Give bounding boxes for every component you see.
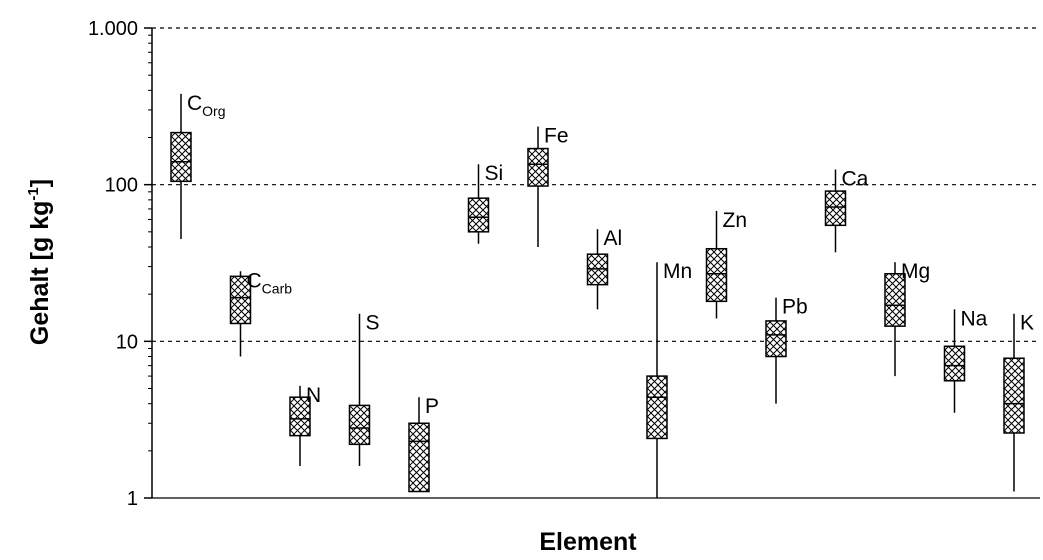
iqr-box xyxy=(170,131,192,183)
iqr-box xyxy=(408,422,430,493)
y-axis-title: Gehalt [g kg-1] xyxy=(25,179,54,345)
box-pb xyxy=(765,297,787,404)
box-ccarb xyxy=(229,271,252,357)
element-label-n: N xyxy=(306,384,321,407)
iqr-box xyxy=(705,247,728,303)
x-axis-title: Element xyxy=(539,528,637,556)
element-label-pb: Pb xyxy=(782,296,808,319)
element-label-si: Si xyxy=(485,162,504,185)
box-corg xyxy=(170,93,192,239)
element-label-mn: Mn xyxy=(663,260,692,283)
box-ca xyxy=(824,169,847,253)
iqr-box xyxy=(467,197,490,233)
element-label-na: Na xyxy=(961,307,988,330)
element-label-k: K xyxy=(1020,312,1034,335)
gridlines xyxy=(152,27,1040,499)
element-label-fe: Fe xyxy=(544,125,569,148)
iqr-box xyxy=(765,320,787,358)
element-label-ccarb: CCarb xyxy=(247,269,293,296)
boxes xyxy=(170,93,1025,498)
box-n xyxy=(289,385,311,467)
iqr-box xyxy=(229,275,252,325)
iqr-box xyxy=(527,147,549,187)
y-tick-label-1: 1 xyxy=(127,488,138,510)
box-s xyxy=(348,313,371,467)
box-fe xyxy=(527,126,549,248)
element-label-s: S xyxy=(366,312,380,335)
y-tick-label-10: 10 xyxy=(116,331,138,353)
element-label-al: Al xyxy=(604,227,623,250)
box-p xyxy=(408,397,430,493)
element-label-zn: Zn xyxy=(723,209,748,232)
y-tick-label-1.000: 1.000 xyxy=(88,18,138,40)
iqr-box xyxy=(646,375,668,440)
iqr-box xyxy=(1003,357,1025,434)
box-al xyxy=(586,229,609,310)
box-zn xyxy=(705,210,728,319)
box-na xyxy=(943,309,966,413)
box-k xyxy=(1003,313,1025,492)
y-tick-label-100: 100 xyxy=(105,175,138,197)
box-mg xyxy=(884,262,906,377)
y-axis: 1 10 100 1.000 xyxy=(88,18,153,510)
box-si xyxy=(467,164,490,244)
iqr-box xyxy=(884,273,906,327)
element-label-corg: COrg xyxy=(187,92,226,119)
element-labels: COrg CCarb N S P Si Fe Al Mn Zn Pb Ca Mg Na K xyxy=(187,92,1034,418)
element-label-mg: Mg xyxy=(901,260,930,283)
box-mn xyxy=(646,262,668,498)
element-label-p: P xyxy=(425,395,439,418)
iqr-box xyxy=(348,404,371,446)
iqr-box xyxy=(289,396,311,437)
element-label-ca: Ca xyxy=(842,167,869,190)
iqr-box xyxy=(943,345,966,382)
iqr-box xyxy=(824,190,847,227)
